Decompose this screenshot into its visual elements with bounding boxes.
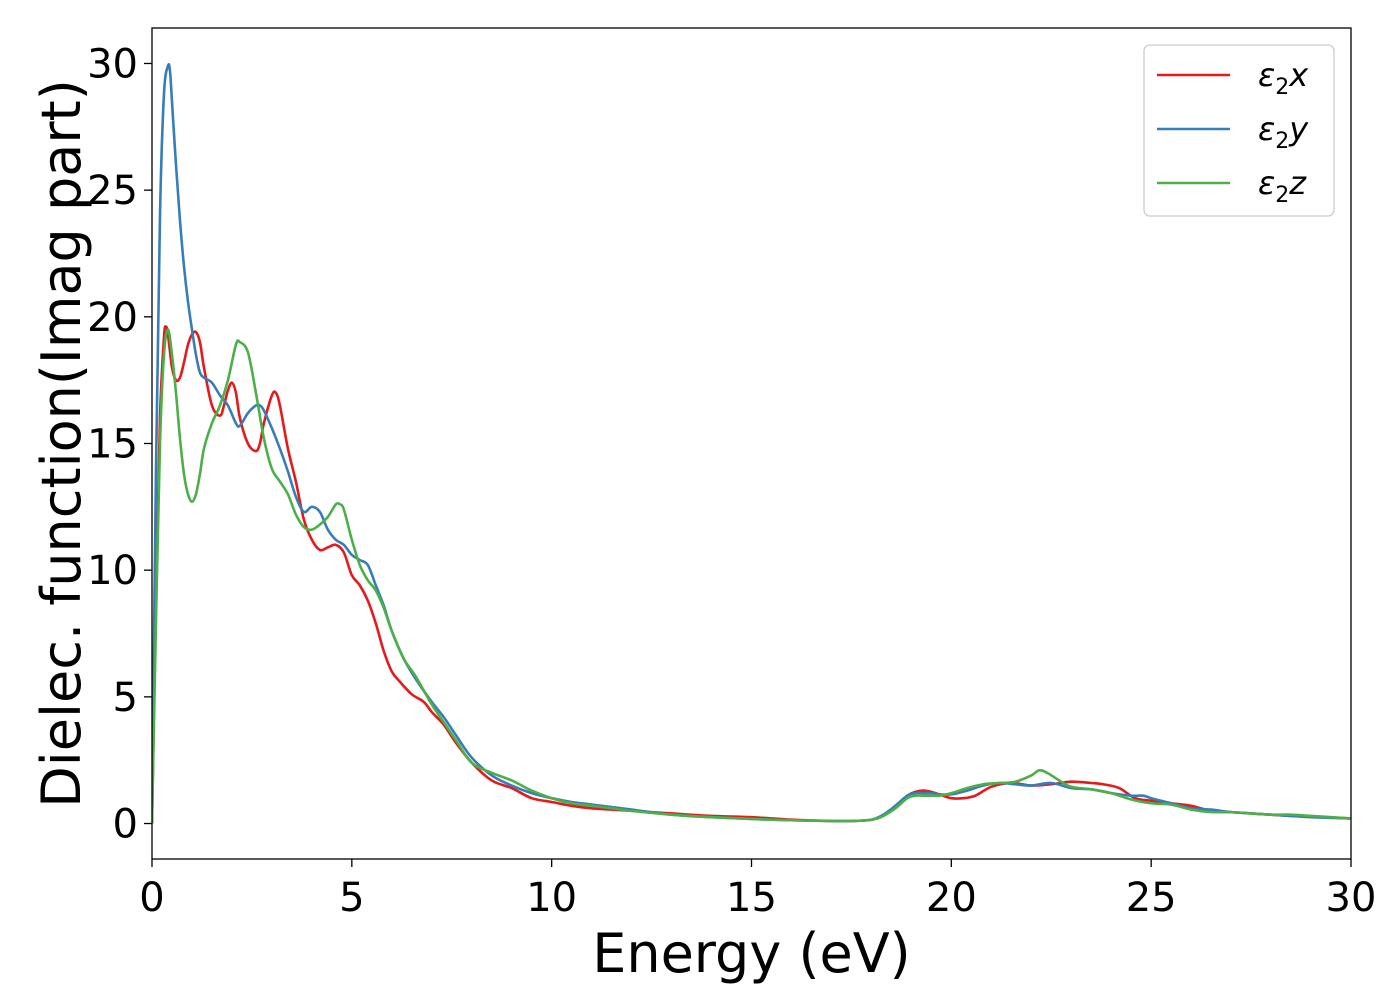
x-tick-label: 15 — [726, 875, 777, 921]
y-tick-label: 30 — [87, 41, 138, 87]
x-tick-label: 10 — [526, 875, 577, 921]
y-tick-label: 15 — [87, 422, 138, 468]
series-line-z — [152, 328, 1351, 824]
y-tick-label: 5 — [113, 675, 138, 721]
y-tick-label: 0 — [113, 802, 138, 848]
legend-label-z: ε2z — [1258, 164, 1307, 208]
x-tick-label: 30 — [1326, 875, 1377, 921]
x-tick-label: 20 — [926, 875, 977, 921]
legend-box — [1143, 44, 1335, 217]
axes-layer: 0 5 10 15 20 25 30 0 5 10 15 20 25 30 — [87, 27, 1377, 921]
y-tick-label: 25 — [87, 168, 138, 214]
x-tick-label: 0 — [139, 875, 164, 921]
legend-label-x: ε2x — [1258, 56, 1309, 100]
y-tick-label: 20 — [87, 295, 138, 341]
y-tick-label: 10 — [87, 548, 138, 594]
legend-label-y: ε2y — [1258, 110, 1309, 154]
x-tick-label: 25 — [1126, 875, 1177, 921]
series-line-y — [152, 63, 1351, 824]
x-axis-title: Energy (eV) — [592, 922, 911, 985]
y-axis-title: Dielec. function(Imag part) — [30, 79, 93, 808]
x-tick-label: 5 — [339, 875, 364, 921]
legend: ε2x ε2y ε2z — [1143, 44, 1335, 217]
series-layer — [152, 63, 1351, 824]
